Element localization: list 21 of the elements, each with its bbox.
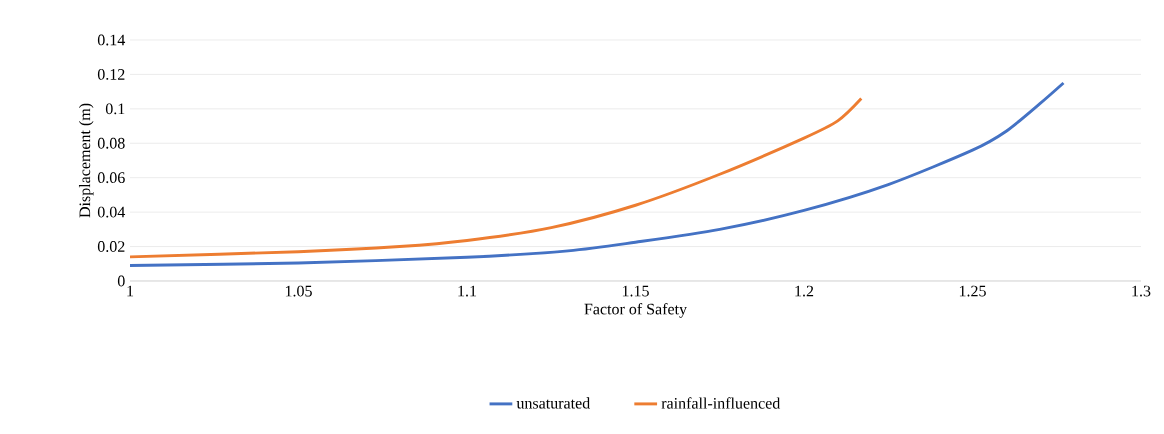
- x-tick-label: 1.1: [458, 285, 477, 297]
- x-tick-label: 1: [127, 285, 134, 297]
- x-tick-label: 1.2: [795, 285, 814, 297]
- y-tick-label: 0.12: [97, 68, 125, 80]
- y-tick-label: 0.02: [97, 241, 125, 252]
- y-tick-label: 0.14: [97, 34, 126, 46]
- x-tick-label: 1.3: [1132, 285, 1151, 297]
- line-series: [130, 97, 863, 259]
- x-axis-title: Factor of Safety: [584, 303, 687, 318]
- x-tick-label: 1.25: [959, 285, 986, 297]
- y-tick-label: 0.04: [97, 206, 126, 218]
- y-tick-label: 0.1: [105, 103, 125, 115]
- y-axis-title: Displacement (m): [78, 103, 94, 218]
- x-tick-label: 1.15: [622, 285, 649, 297]
- y-tick-label: 0.06: [97, 172, 125, 184]
- legend-label: rainfall-influenced: [661, 397, 781, 409]
- line-series: [130, 81, 1065, 267]
- y-tick-label: 0.08: [97, 137, 125, 149]
- y-tick-label: 0: [117, 275, 125, 287]
- legend-label: unsaturated: [516, 397, 590, 409]
- x-tick-label: 1.05: [285, 285, 312, 297]
